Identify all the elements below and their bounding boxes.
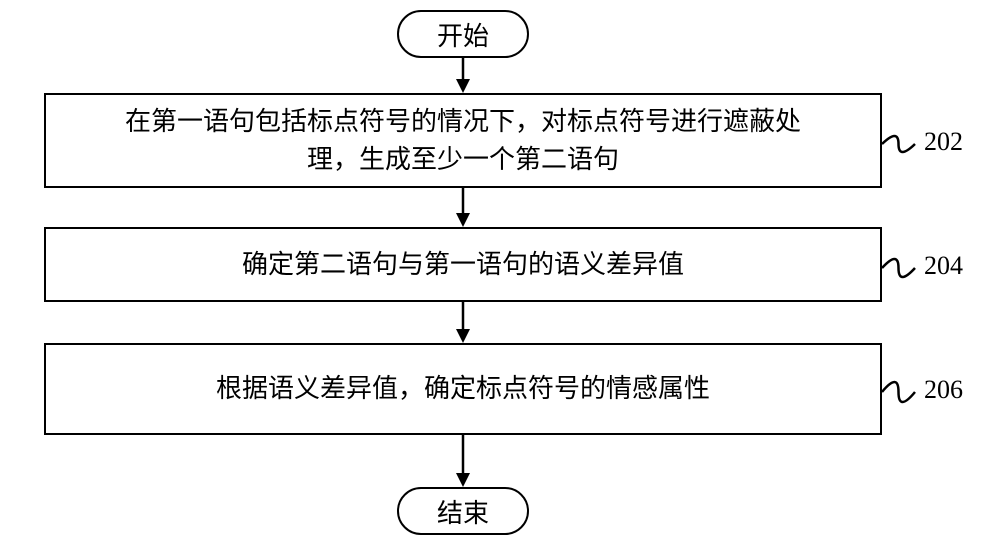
process-step-206-text: 根据语义差异值，确定标点符号的情感属性: [216, 370, 710, 408]
process-step-204-text: 确定第二语句与第一语句的语义差异值: [242, 246, 684, 284]
start-terminator: 开始: [397, 10, 529, 58]
process-step-206: 根据语义差异值，确定标点符号的情感属性: [44, 343, 882, 435]
end-terminator: 结束: [397, 487, 529, 535]
process-step-202-text: 在第一语句包括标点符号的情况下，对标点符号进行遮蔽处理，生成至少一个第二语句: [125, 103, 801, 178]
end-label: 结束: [437, 493, 489, 530]
start-label: 开始: [437, 16, 489, 53]
step-number-206: 206: [924, 375, 963, 405]
step-number-202: 202: [924, 127, 963, 157]
process-step-204: 确定第二语句与第一语句的语义差异值: [44, 227, 882, 302]
process-step-202: 在第一语句包括标点符号的情况下，对标点符号进行遮蔽处理，生成至少一个第二语句: [44, 93, 882, 188]
flowchart-canvas: 开始 在第一语句包括标点符号的情况下，对标点符号进行遮蔽处理，生成至少一个第二语…: [0, 0, 1000, 548]
step-number-204: 204: [924, 251, 963, 281]
